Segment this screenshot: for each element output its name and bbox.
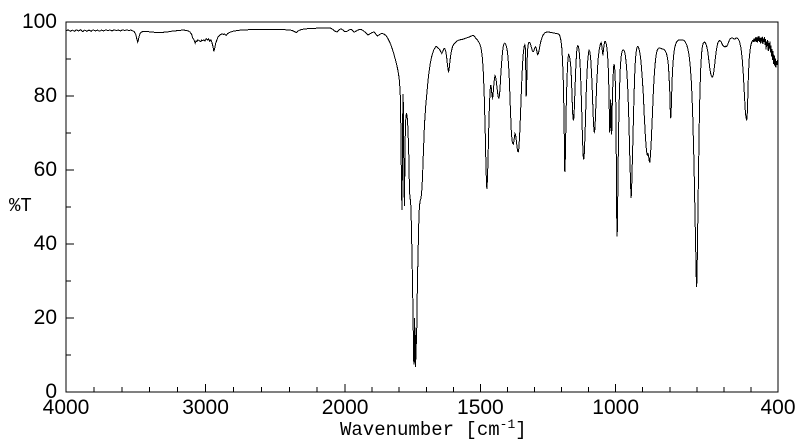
x-axis-title: Wavenumber [cm-1]: [340, 417, 527, 441]
y-tick-label: 40: [33, 232, 57, 255]
plot-frame: [65, 21, 779, 393]
y-tick-label: 80: [33, 84, 57, 107]
y-tick-label: 20: [33, 306, 57, 329]
x-tick-label: 4000: [42, 396, 90, 419]
x-axis-title-text: Wavenumber [cm: [340, 419, 500, 441]
y-tick-label: 0: [45, 380, 57, 403]
y-axis-title: %T: [9, 195, 32, 217]
x-axis-title-bracket: ]: [515, 419, 527, 441]
y-tick-label: 100: [21, 10, 57, 33]
spectrum-trace: [65, 27, 779, 367]
x-tick-label: 3000: [182, 396, 229, 419]
x-tick-label: 400: [760, 396, 796, 419]
y-tick-label: 60: [33, 158, 57, 181]
x-tick-label: 2000: [321, 396, 369, 419]
x-tick-label: 1500: [457, 396, 504, 419]
x-axis-title-superscript: -1: [499, 417, 516, 432]
x-tick-label: 1000: [592, 396, 640, 419]
